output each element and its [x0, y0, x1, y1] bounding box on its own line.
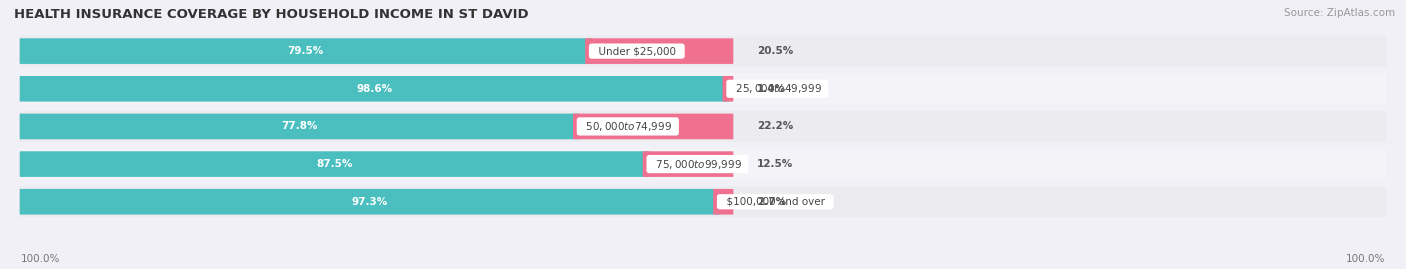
FancyBboxPatch shape [20, 76, 730, 102]
FancyBboxPatch shape [20, 38, 592, 64]
FancyBboxPatch shape [20, 186, 1386, 217]
FancyBboxPatch shape [20, 189, 720, 215]
Text: $75,000 to $99,999: $75,000 to $99,999 [650, 158, 747, 171]
Text: 98.6%: 98.6% [356, 84, 392, 94]
Text: 87.5%: 87.5% [316, 159, 353, 169]
Text: Under $25,000: Under $25,000 [592, 46, 682, 56]
FancyBboxPatch shape [713, 189, 734, 215]
FancyBboxPatch shape [585, 38, 734, 64]
Text: $100,000 and over: $100,000 and over [720, 197, 831, 207]
Text: 20.5%: 20.5% [756, 46, 793, 56]
FancyBboxPatch shape [20, 151, 650, 177]
FancyBboxPatch shape [574, 114, 734, 139]
Text: 100.0%: 100.0% [1346, 254, 1385, 264]
Text: 97.3%: 97.3% [352, 197, 388, 207]
Legend: With Coverage, Without Coverage: With Coverage, Without Coverage [582, 267, 824, 269]
FancyBboxPatch shape [20, 36, 1386, 66]
Text: 22.2%: 22.2% [756, 121, 793, 132]
Text: 1.4%: 1.4% [756, 84, 786, 94]
FancyBboxPatch shape [723, 76, 734, 102]
Text: Source: ZipAtlas.com: Source: ZipAtlas.com [1284, 8, 1395, 18]
Text: $50,000 to $74,999: $50,000 to $74,999 [579, 120, 676, 133]
Text: HEALTH INSURANCE COVERAGE BY HOUSEHOLD INCOME IN ST DAVID: HEALTH INSURANCE COVERAGE BY HOUSEHOLD I… [14, 8, 529, 21]
FancyBboxPatch shape [20, 149, 1386, 179]
Text: 2.7%: 2.7% [756, 197, 786, 207]
Text: 77.8%: 77.8% [281, 121, 318, 132]
FancyBboxPatch shape [20, 73, 1386, 104]
Text: 100.0%: 100.0% [21, 254, 60, 264]
FancyBboxPatch shape [643, 151, 734, 177]
FancyBboxPatch shape [20, 114, 579, 139]
Text: 12.5%: 12.5% [756, 159, 793, 169]
Text: 79.5%: 79.5% [288, 46, 323, 56]
FancyBboxPatch shape [20, 111, 1386, 142]
Text: $25,000 to $49,999: $25,000 to $49,999 [728, 82, 825, 95]
